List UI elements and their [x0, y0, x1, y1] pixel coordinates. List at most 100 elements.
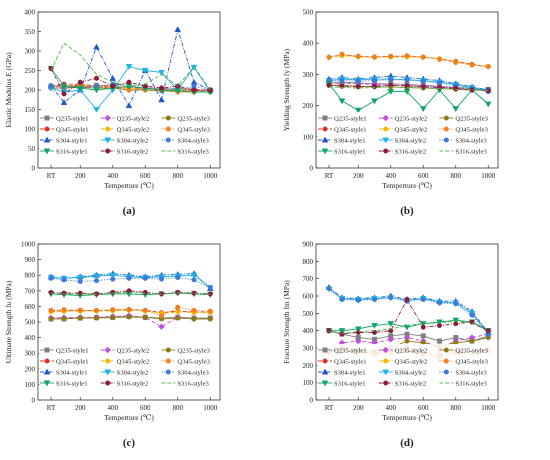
legend-marker [382, 114, 389, 122]
y-tick-label: 500 [303, 310, 314, 318]
x-tick-label: 400 [108, 404, 119, 412]
legend-marker [165, 137, 171, 143]
data-point [191, 307, 197, 313]
legend-marker [104, 137, 111, 144]
legend-label: S316-style3 [455, 149, 487, 156]
legend-label: S304-style3 [177, 138, 209, 145]
data-point [142, 307, 148, 313]
legend-label: S316-style1 [56, 381, 88, 388]
legend-label: S316-style1 [56, 149, 88, 156]
data-point [158, 96, 165, 103]
y-tick-label: 300 [303, 71, 314, 79]
data-point [109, 74, 117, 81]
legend-marker [44, 115, 50, 121]
y-tick-label: 300 [25, 48, 36, 56]
x-axis-label: Temperture (℃) [382, 413, 432, 422]
y-tick-label: 400 [25, 334, 36, 342]
data-point [207, 285, 213, 291]
x-tick-label: 400 [386, 172, 397, 180]
legend-marker [165, 115, 171, 121]
legend-label: S316-style2 [395, 381, 427, 388]
series-S304-style1 [47, 270, 214, 291]
y-tick-label: 800 [303, 258, 314, 266]
series-S316-style1 [325, 317, 492, 335]
series-S316-style3 [328, 86, 489, 92]
legend-marker [104, 114, 111, 122]
data-point [61, 91, 67, 97]
data-point [207, 308, 213, 314]
data-point [93, 273, 100, 280]
data-point [453, 301, 459, 307]
legend-marker [322, 347, 328, 353]
data-point [387, 336, 395, 343]
data-point [338, 98, 346, 105]
data-point [484, 101, 492, 108]
legend-marker [443, 126, 449, 132]
data-point [48, 275, 54, 281]
y-tick-label: 800 [25, 272, 36, 280]
legend-label: S316-style2 [395, 149, 427, 156]
legend-label: Q235-style2 [395, 348, 428, 355]
data-point [469, 312, 475, 318]
legend-marker [165, 369, 171, 375]
legend-label: S304-style1 [334, 370, 366, 377]
y-tick-label: 200 [303, 102, 314, 110]
legend-marker [443, 347, 449, 353]
data-point [60, 99, 68, 105]
data-point [110, 83, 116, 89]
data-point [387, 321, 395, 328]
data-point [77, 315, 83, 321]
data-point [355, 78, 361, 84]
x-tick-label: 800 [451, 172, 462, 180]
data-point [355, 329, 361, 335]
legend-marker [44, 347, 50, 353]
plot-frame [315, 243, 499, 401]
legend-marker [43, 368, 51, 375]
data-point [93, 106, 100, 113]
x-tick-label: 1000 [481, 172, 496, 180]
legend-marker [443, 358, 449, 364]
chart-panel-4: 0 100 200 300 400 500 600 700 800 900 RT 200 400 600 8… [282, 241, 499, 449]
y-tick-label: 200 [25, 365, 36, 373]
data-point [141, 67, 149, 74]
data-point [420, 84, 426, 90]
legend-marker [382, 369, 389, 376]
legend-marker [43, 148, 51, 155]
data-point [48, 316, 54, 322]
legend-label: Q235-style1 [56, 116, 89, 123]
data-point [190, 272, 198, 279]
data-point [110, 307, 116, 313]
data-point [48, 289, 54, 295]
legend-marker [165, 347, 171, 353]
legend-label: S304-style2 [395, 370, 427, 377]
data-point [93, 87, 100, 94]
legend-label: S304-style2 [117, 370, 149, 377]
legend-label: Q235-style1 [334, 348, 367, 355]
legend-label: Q345-style1 [334, 359, 367, 366]
legend-label: Q345-style2 [395, 127, 428, 134]
y-axis-label: Elastic Modulus E (GPa) [4, 52, 13, 128]
data-point [437, 85, 443, 91]
data-point [404, 53, 410, 59]
panel-label: (c) [123, 437, 136, 449]
legend: Q235-style1 Q235-style2 Q235-style3 Q345-st… [317, 112, 497, 158]
legend-label: S304-style3 [455, 370, 487, 377]
data-point [326, 82, 332, 88]
data-point [338, 328, 346, 335]
data-point [93, 278, 99, 284]
data-point [404, 296, 410, 302]
data-point [142, 314, 148, 320]
data-point [77, 79, 83, 85]
data-point [126, 275, 132, 281]
data-point [191, 277, 197, 283]
legend-label: Q345-style3 [455, 359, 488, 366]
series-line [328, 298, 489, 335]
legend-marker [104, 346, 111, 354]
legend-marker [321, 380, 329, 387]
data-point [158, 276, 164, 282]
data-point [207, 316, 213, 322]
legend-label: Q345-style3 [455, 127, 488, 134]
legend-label: S316-style3 [177, 381, 209, 388]
legend-label: Q235-style3 [455, 348, 488, 355]
legend-marker [382, 137, 389, 144]
